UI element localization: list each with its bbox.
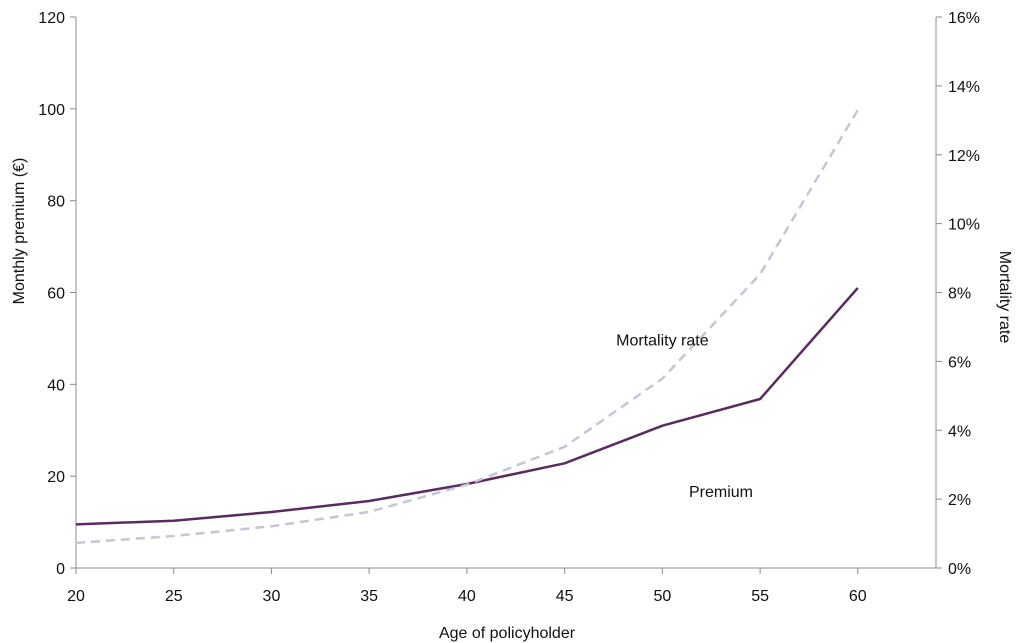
left-tick-label: 0: [56, 561, 65, 578]
right-tick-label: 14%: [948, 79, 980, 96]
right-tick-label: 6%: [948, 354, 971, 371]
left-tick-label: 80: [47, 194, 65, 211]
right-tick-label: 16%: [948, 10, 980, 27]
left-tick-label: 60: [47, 286, 65, 303]
x-tick-label: 25: [165, 588, 183, 605]
left-tick-label: 40: [47, 377, 65, 394]
left-tick-label: 120: [38, 10, 65, 27]
x-tick-label: 60: [849, 588, 867, 605]
x-tick-label: 45: [556, 588, 574, 605]
axes: [75, 17, 937, 569]
left-tick-label: 20: [47, 469, 65, 486]
x-tick-label: 55: [751, 588, 769, 605]
left-axis-title: Monthly premium (€): [11, 158, 28, 305]
series-lines: [75, 109, 859, 545]
x-axis-title: Age of policyholder: [439, 625, 576, 642]
x-tick-label: 35: [360, 588, 378, 605]
x-tick-label: 50: [653, 588, 671, 605]
right-tick-label: 12%: [948, 148, 980, 165]
x-tick-label: 20: [67, 588, 85, 605]
right-tick-label: 4%: [948, 423, 971, 440]
x-axis-ticks: 20 25 30 35 40 45 50 55 60: [67, 568, 867, 605]
right-axis-ticks: 0% 2% 4% 6% 8% 10% 12% 14% 16%: [936, 10, 980, 578]
x-tick-label: 40: [458, 588, 476, 605]
annotation-mortality-rate: Mortality rate: [616, 332, 709, 349]
annotations: Mortality rate Premium: [616, 332, 753, 501]
right-tick-label: 8%: [948, 286, 971, 303]
series-line-mortality-rate: [75, 109, 859, 545]
right-axis-title: Mortality rate: [996, 251, 1013, 344]
annotation-premium: Premium: [689, 484, 753, 501]
left-axis-ticks: 0 20 40 60 80 100 120: [38, 10, 76, 578]
right-tick-label: 2%: [948, 492, 971, 509]
left-tick-label: 100: [38, 102, 65, 119]
right-tick-label: 0%: [948, 561, 971, 578]
x-tick-label: 30: [263, 588, 281, 605]
right-tick-label: 10%: [948, 217, 980, 234]
